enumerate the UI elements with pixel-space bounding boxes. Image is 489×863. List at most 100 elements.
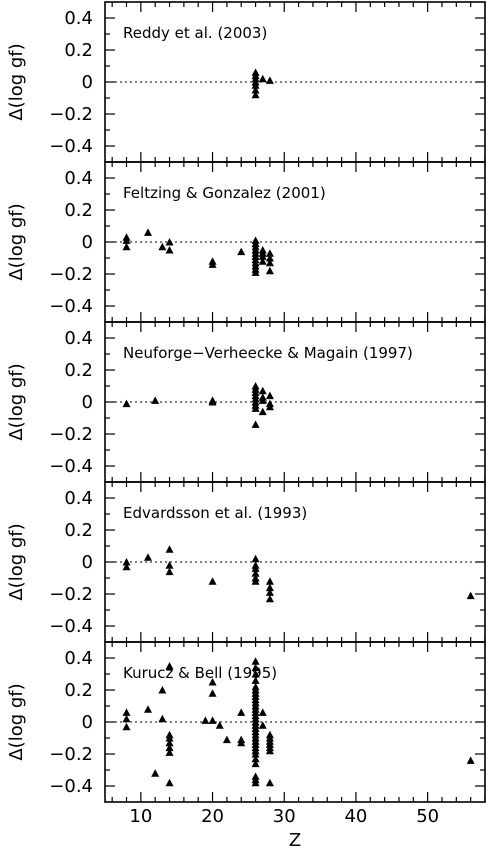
data-point	[265, 583, 274, 592]
panel-4: 0.4 0.2 0 −0.2 −0.4 Δ(log gf) Edvardsson et al…	[6, 481, 486, 643]
y-tick-label: 0.4	[64, 8, 93, 29]
data-point	[251, 86, 260, 94]
y-tick-label: 0.4	[64, 488, 93, 509]
data-point	[258, 721, 267, 729]
y-tick-label: 0.2	[64, 200, 93, 221]
data-point	[237, 738, 246, 747]
data-point	[258, 257, 267, 265]
panel-title: Feltzing & Gonzalez (2001)	[123, 184, 326, 202]
data-point	[165, 743, 174, 752]
data-point	[251, 420, 260, 428]
y-tick-label: 0	[82, 232, 93, 253]
data-point	[165, 778, 174, 787]
data-point	[258, 407, 267, 416]
data-point	[251, 90, 260, 99]
data-point	[208, 577, 217, 585]
data-point	[258, 252, 267, 260]
y-axis-label: Δ(log gf)	[6, 363, 27, 440]
data-point	[165, 238, 174, 246]
y-tick-label: −0.4	[49, 456, 93, 477]
data-point	[165, 662, 174, 670]
y-axis-label: Δ(log gf)	[6, 203, 27, 280]
data-point	[165, 545, 174, 553]
y-tick-label: −0.2	[49, 264, 93, 285]
y-tick-label: −0.4	[49, 776, 93, 797]
data-point	[215, 721, 224, 729]
y-tick-label: 0.2	[64, 520, 93, 541]
data-point	[158, 242, 167, 251]
data-point	[208, 260, 217, 268]
data-point	[265, 746, 274, 755]
data-point	[258, 396, 267, 404]
y-tick-label: 0.4	[64, 648, 93, 669]
data-point	[265, 577, 274, 585]
data-point	[466, 756, 475, 764]
data-point	[251, 564, 260, 572]
data-point	[122, 242, 131, 251]
data-point	[265, 266, 274, 275]
y-tick-label: 0	[82, 72, 93, 93]
panel-frame	[104, 641, 486, 803]
data-point	[251, 759, 260, 768]
data-point	[122, 558, 131, 566]
data-point	[208, 678, 217, 686]
y-tick-label: −0.2	[49, 104, 93, 125]
panel-5: 0.4 0.2 0 −0.2 −0.4 Δ(log gf) Kurucz & Bell (1…	[6, 641, 486, 851]
data-point	[265, 391, 274, 400]
data-point	[208, 716, 217, 724]
panel-3: 0.4 0.2 0 −0.2 −0.4 Δ(log gf) Neuforge−Verheec…	[6, 321, 486, 483]
x-tick-label: 40	[344, 806, 367, 827]
y-tick-label: −0.2	[49, 744, 93, 765]
panel-title: Kurucz & Bell (1995)	[123, 664, 277, 682]
data-point	[251, 554, 260, 563]
data-point	[158, 686, 167, 694]
data-point	[158, 714, 167, 723]
data-point	[208, 689, 217, 697]
data-point	[122, 562, 131, 571]
data-point	[122, 714, 131, 723]
x-axis-label: Z	[289, 830, 301, 851]
data-point	[122, 236, 131, 244]
data-point	[251, 404, 260, 412]
data-point	[165, 561, 174, 569]
y-tick-label: 0	[82, 392, 93, 413]
data-point	[122, 722, 131, 731]
y-tick-label: 0	[82, 712, 93, 733]
y-tick-label: 0.2	[64, 680, 93, 701]
y-tick-label: −0.2	[49, 424, 93, 445]
data-point	[251, 663, 260, 672]
data-point	[237, 247, 246, 256]
y-axis-label: Δ(log gf)	[6, 43, 27, 120]
data-point	[258, 386, 267, 395]
data-point	[251, 778, 260, 787]
data-point	[251, 754, 260, 763]
data-point	[165, 246, 174, 254]
y-tick-label: −0.4	[49, 136, 93, 157]
data-point	[265, 778, 274, 787]
data-point	[265, 594, 274, 603]
data-point	[258, 74, 267, 83]
panel-1: 0.4 0.2 0 −0.2 −0.4 Δ(log gf) Reddy et al. (20…	[6, 1, 486, 163]
y-tick-label: 0.4	[64, 328, 93, 349]
data-point	[237, 708, 246, 716]
panel-title: Neuforge−Verheecke & Magain (1997)	[123, 344, 413, 362]
data-point	[265, 76, 274, 84]
data-point	[144, 553, 153, 561]
data-point	[251, 670, 260, 678]
data-point	[165, 748, 174, 756]
data-point	[265, 254, 274, 262]
data-point	[251, 676, 260, 684]
data-point	[251, 268, 260, 276]
y-tick-label: 0	[82, 552, 93, 573]
y-tick-label: −0.4	[49, 296, 93, 317]
data-point	[265, 588, 274, 596]
x-tick-label: 30	[273, 806, 296, 827]
data-point	[251, 577, 260, 585]
data-point	[208, 398, 217, 406]
panel-title: Reddy et al. (2003)	[123, 24, 267, 42]
panel-2: 0.4 0.2 0 −0.2 −0.4 Δ(log gf) Feltzing & Gonza…	[6, 161, 486, 323]
data-point	[122, 399, 131, 408]
data-point	[165, 734, 174, 742]
